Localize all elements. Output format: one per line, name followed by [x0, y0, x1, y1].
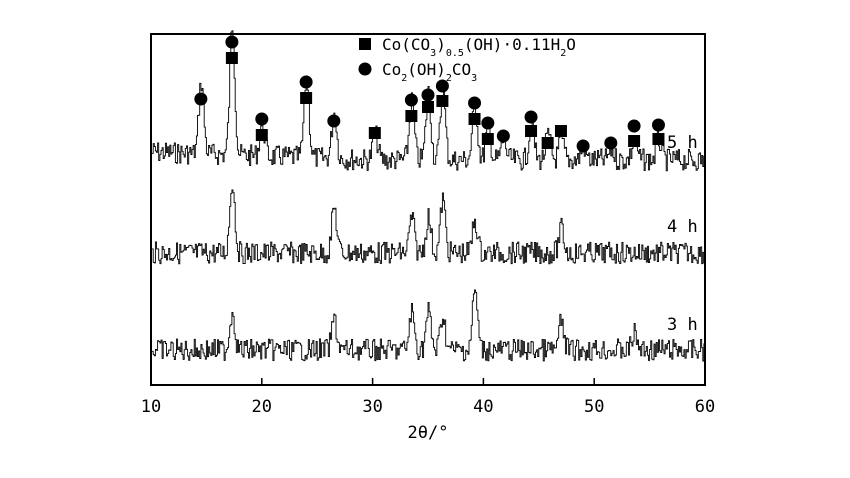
phase-marker-circle: [627, 119, 641, 133]
series-line-4h: [150, 189, 707, 265]
x-tick-label: 60: [695, 397, 715, 417]
phase-marker-circle: [404, 93, 418, 107]
series-layer: [150, 30, 707, 362]
phase-marker-square: [481, 133, 494, 145]
phase-marker-square: [525, 125, 538, 137]
phase-marker-square: [225, 52, 238, 64]
phase-marker-circle: [255, 112, 269, 126]
x-tick-label: 10: [141, 397, 161, 417]
series-label-3h: 3 h: [667, 315, 698, 335]
x-axis-title: 2θ/°: [408, 423, 449, 443]
phase-marker-circle: [299, 75, 313, 89]
x-axis-ticks: 10 20 30 40 50 60: [141, 378, 715, 417]
phase-marker-square: [541, 137, 554, 149]
phase-marker-circle: [481, 116, 495, 130]
legend-square-marker: [359, 38, 371, 50]
phase-marker-circle: [524, 110, 538, 124]
phase-marker-circle: [604, 136, 618, 150]
phase-marker-square: [468, 113, 481, 125]
phase-marker-circle: [496, 129, 510, 143]
phase-marker-circle: [421, 88, 435, 102]
phase-marker-circle: [468, 96, 482, 110]
phase-marker-square: [405, 110, 418, 122]
phase-marker-circle: [435, 79, 449, 93]
phase-marker-square: [300, 92, 313, 104]
phase-marker-circle: [225, 35, 239, 49]
series-label-4h: 4 h: [667, 217, 698, 237]
phase-marker-square: [255, 129, 268, 141]
series-line-5h: [150, 30, 707, 172]
legend: Co(CO3)0.5(OH)·0.11H2O Co2(OH)2CO3: [358, 35, 576, 84]
x-tick-label: 50: [584, 397, 604, 417]
phase-marker-square: [422, 101, 434, 113]
series-line-3h: [150, 289, 707, 362]
phase-marker-square: [554, 125, 567, 137]
series-label-5h: 5 h: [667, 133, 698, 153]
phase-marker-layer: [194, 35, 665, 153]
phase-marker-circle: [651, 118, 665, 132]
phase-marker-square: [436, 95, 449, 107]
legend-circle-marker: [358, 62, 372, 76]
legend-label-square: Co(CO3)0.5(OH)·0.11H2O: [382, 35, 576, 59]
phase-marker-circle: [327, 114, 341, 128]
x-tick-label: 20: [252, 397, 272, 417]
x-tick-label: 40: [473, 397, 493, 417]
phase-marker-square: [628, 135, 641, 147]
plot-frame: [150, 33, 706, 386]
phase-marker-square: [652, 133, 665, 145]
phase-marker-circle: [194, 92, 208, 106]
legend-label-circle: Co2(OH)2CO3: [382, 60, 477, 84]
phase-marker-square: [368, 127, 381, 139]
phase-marker-circle: [576, 139, 590, 153]
x-tick-label: 30: [362, 397, 382, 417]
